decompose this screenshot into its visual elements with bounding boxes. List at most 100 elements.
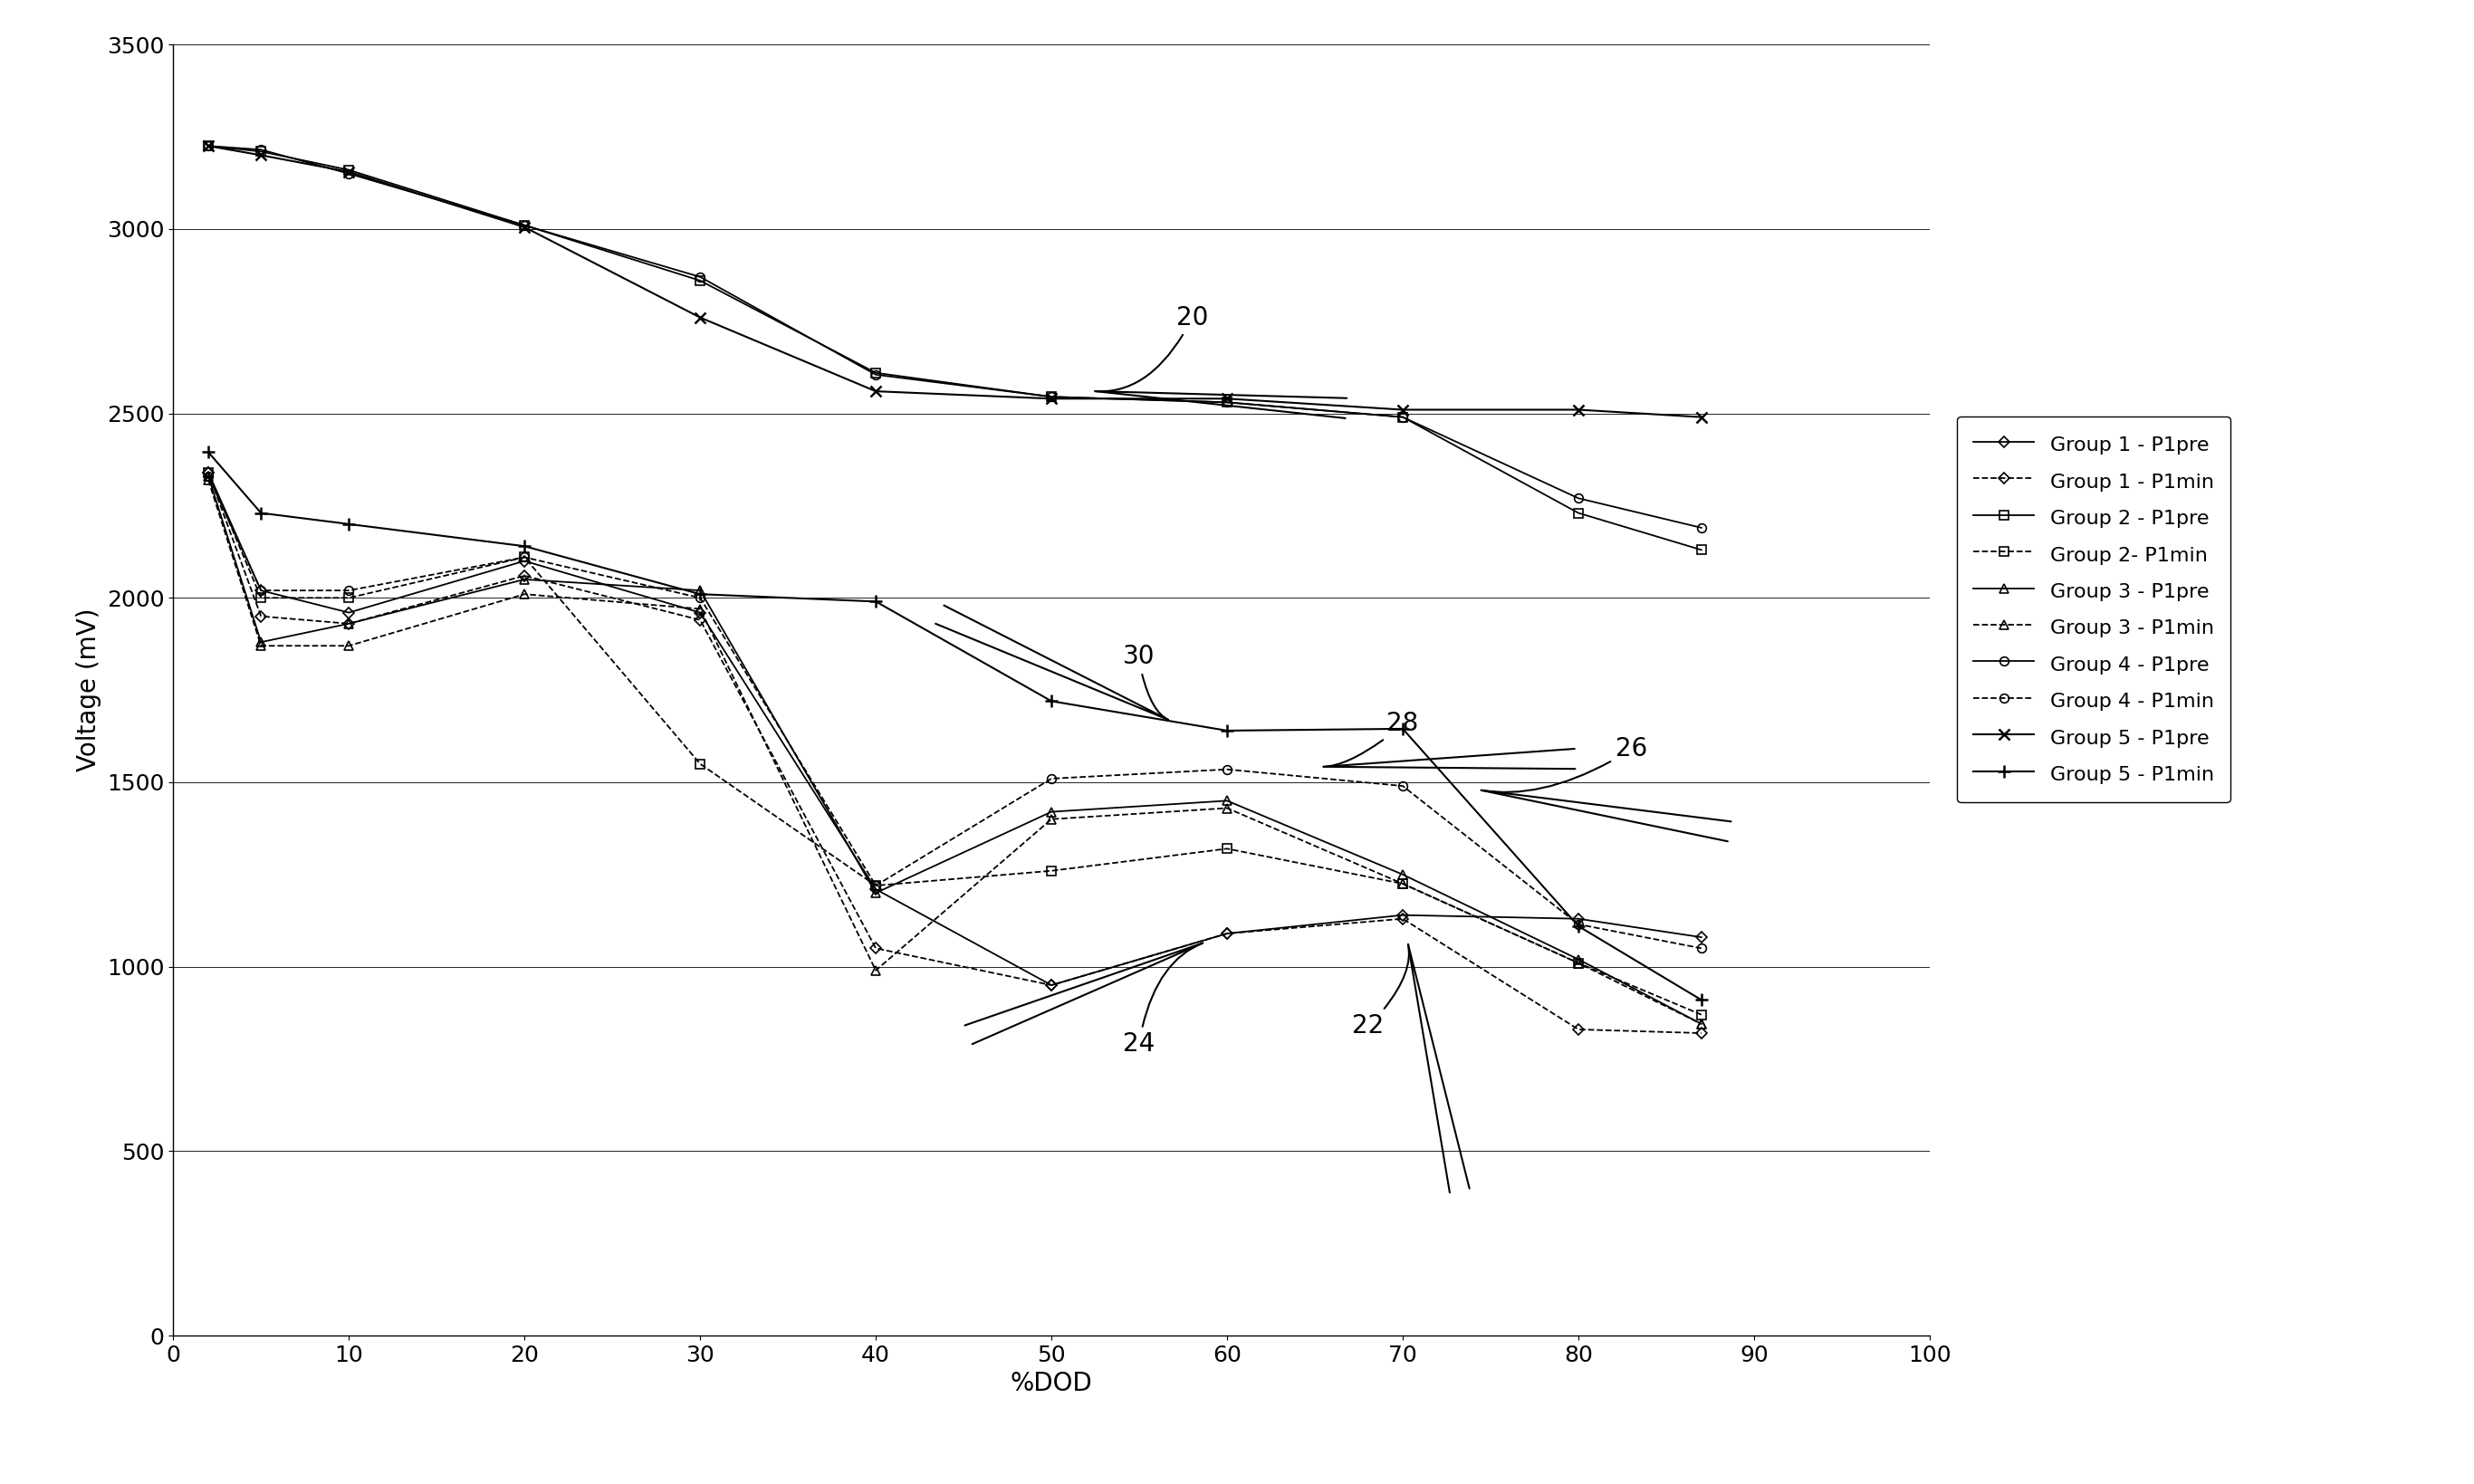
Group 4 - P1pre (1564, 490, 1593, 508)
Group 4 - P1pre (510, 217, 539, 234)
Group 2- P1min (334, 589, 364, 607)
Group 4 - P1pre (334, 165, 364, 183)
Group 2 - P1pre (1037, 387, 1066, 405)
Group 4 - P1min (1037, 770, 1066, 788)
Group 2 - P1pre (861, 364, 891, 381)
Group 5 - P1pre (1212, 390, 1242, 408)
Group 5 - P1pre (245, 147, 277, 165)
Text: 30: 30 (935, 605, 1168, 720)
Group 5 - P1pre (1687, 408, 1717, 426)
Group 1 - P1pre (861, 880, 891, 898)
Group 2 - P1pre (685, 272, 715, 289)
Line: Group 2 - P1pre: Group 2 - P1pre (203, 141, 1705, 555)
Group 5 - P1min (1687, 991, 1717, 1009)
Group 2- P1min (1388, 876, 1418, 893)
Group 4 - P1min (334, 582, 364, 600)
Group 3 - P1pre (861, 884, 891, 902)
Line: Group 1 - P1min: Group 1 - P1min (205, 469, 1705, 1037)
Group 4 - P1min (1212, 760, 1242, 778)
Group 4 - P1pre (1212, 393, 1242, 411)
Group 1 - P1pre (1564, 910, 1593, 928)
Group 1 - P1min (245, 607, 277, 625)
Group 5 - P1min (1564, 917, 1593, 935)
Group 4 - P1min (193, 467, 223, 485)
Group 1 - P1min (510, 567, 539, 585)
Y-axis label: Voltage (mV): Voltage (mV) (77, 608, 101, 772)
Group 3 - P1pre (1037, 803, 1066, 821)
Group 3 - P1min (1212, 800, 1242, 818)
Group 3 - P1min (861, 962, 891, 979)
Group 4 - P1min (1388, 778, 1418, 795)
Group 5 - P1min (685, 585, 715, 603)
Group 3 - P1min (193, 470, 223, 488)
Group 2- P1min (245, 589, 277, 607)
Group 1 - P1pre (1037, 976, 1066, 994)
Group 2- P1min (1687, 1006, 1717, 1024)
Group 2 - P1pre (193, 137, 223, 154)
Group 2- P1min (193, 463, 223, 481)
Group 2 - P1pre (1564, 505, 1593, 522)
Group 3 - P1pre (1687, 1015, 1717, 1033)
Group 1 - P1pre (685, 604, 715, 622)
Group 3 - P1pre (1388, 865, 1418, 883)
Line: Group 3 - P1pre: Group 3 - P1pre (203, 472, 1705, 1028)
Group 3 - P1min (685, 600, 715, 617)
Group 4 - P1min (510, 549, 539, 567)
Group 1 - P1pre (193, 463, 223, 481)
Group 4 - P1min (861, 877, 891, 895)
Group 1 - P1pre (510, 552, 539, 570)
Group 5 - P1min (1388, 720, 1418, 738)
Group 1 - P1min (334, 614, 364, 632)
Text: 26: 26 (1482, 736, 1732, 841)
Group 5 - P1pre (510, 218, 539, 236)
Group 2- P1min (1564, 954, 1593, 972)
Group 5 - P1pre (193, 137, 223, 154)
Group 1 - P1pre (1687, 929, 1717, 947)
Group 3 - P1min (1687, 1015, 1717, 1033)
Group 4 - P1min (1564, 916, 1593, 933)
Group 2- P1min (861, 877, 891, 895)
Group 1 - P1pre (1388, 907, 1418, 925)
Text: 24: 24 (965, 942, 1202, 1057)
Group 4 - P1pre (245, 141, 277, 159)
Line: Group 3 - P1min: Group 3 - P1min (203, 475, 1705, 1028)
Group 4 - P1min (1687, 939, 1717, 957)
Group 1 - P1min (1687, 1024, 1717, 1042)
Group 5 - P1pre (1564, 401, 1593, 418)
Group 3 - P1min (1564, 954, 1593, 972)
Group 4 - P1pre (685, 269, 715, 286)
Group 1 - P1min (861, 939, 891, 957)
Group 2- P1min (510, 549, 539, 567)
Group 5 - P1pre (334, 163, 364, 181)
Line: Group 2- P1min: Group 2- P1min (203, 467, 1705, 1020)
Group 4 - P1pre (1037, 387, 1066, 405)
Group 5 - P1min (1037, 692, 1066, 709)
Group 5 - P1min (334, 515, 364, 533)
Group 3 - P1min (1388, 876, 1418, 893)
Group 5 - P1pre (1388, 401, 1418, 418)
Group 4 - P1min (245, 582, 277, 600)
Group 1 - P1min (1388, 910, 1418, 928)
Group 3 - P1pre (510, 570, 539, 588)
Group 5 - P1min (510, 537, 539, 555)
Group 1 - P1min (1564, 1021, 1593, 1039)
Text: 20: 20 (1096, 304, 1346, 418)
Legend: Group 1 - P1pre, Group 1 - P1min, Group 2 - P1pre, Group 2- P1min, Group 3 - P1p: Group 1 - P1pre, Group 1 - P1min, Group … (1957, 416, 2229, 803)
Group 3 - P1pre (334, 614, 364, 632)
Group 4 - P1pre (1687, 519, 1717, 537)
Group 5 - P1min (1212, 721, 1242, 739)
Line: Group 1 - P1pre: Group 1 - P1pre (205, 469, 1705, 988)
Line: Group 4 - P1min: Group 4 - P1min (203, 472, 1705, 953)
Group 3 - P1min (245, 637, 277, 654)
Group 3 - P1pre (245, 634, 277, 651)
Group 1 - P1pre (245, 582, 277, 600)
Group 2 - P1pre (1687, 542, 1717, 559)
Group 4 - P1pre (1388, 408, 1418, 426)
Group 5 - P1pre (685, 309, 715, 326)
Group 1 - P1min (193, 463, 223, 481)
Group 1 - P1pre (334, 604, 364, 622)
Group 3 - P1pre (193, 467, 223, 485)
Line: Group 5 - P1pre: Group 5 - P1pre (203, 141, 1707, 423)
Group 4 - P1min (685, 589, 715, 607)
Group 4 - P1pre (861, 365, 891, 383)
